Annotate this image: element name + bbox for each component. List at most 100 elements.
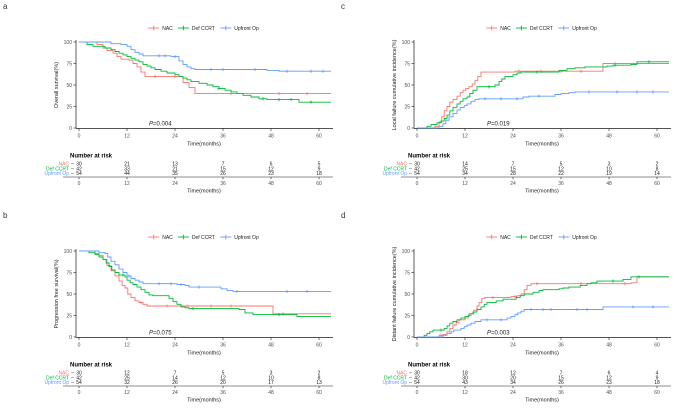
- risk-count: 18: [462, 371, 468, 377]
- risk-count: 6: [270, 162, 273, 168]
- curve-def-ccrt: [79, 41, 331, 103]
- y-tick-label: 100: [64, 40, 73, 46]
- risk-x-axis-title: Time(months): [187, 398, 221, 404]
- risk-count: 21: [172, 166, 178, 172]
- risk-count: 14: [172, 375, 178, 381]
- risk-count: 43: [462, 380, 468, 386]
- x-tick-label: 60: [654, 343, 660, 349]
- risk-x-tick-label: 24: [510, 181, 516, 187]
- risk-count: 15: [510, 166, 516, 172]
- curve-upfront-op: [79, 250, 331, 292]
- p-value: P=0.004: [149, 122, 172, 128]
- risk-count: 23: [606, 380, 612, 386]
- y-tick-label: 0: [69, 126, 72, 132]
- risk-x-tick-label: 60: [654, 181, 660, 187]
- y-tick-label: 100: [402, 40, 411, 46]
- curve-def-ccrt: [417, 276, 669, 338]
- risk-count: 8: [318, 375, 321, 381]
- x-tick-label: 0: [416, 343, 419, 349]
- risk-count: 13: [316, 380, 322, 386]
- y-tick-label: 100: [64, 249, 73, 255]
- x-tick-label: 24: [510, 134, 516, 140]
- risk-count: 2: [656, 162, 659, 168]
- risk-row-label-upfront-op: Upfront Op: [383, 171, 408, 177]
- risk-row-label-nac: NAC: [58, 371, 69, 377]
- risk-row-label-def-ccrt: Def CCRT: [384, 166, 407, 172]
- y-tick-label: 25: [404, 104, 410, 110]
- legend-label-def-ccrt: Def CCRT: [192, 235, 215, 241]
- risk-x-tick-label: 12: [462, 181, 468, 187]
- risk-count: 33: [124, 166, 130, 172]
- risk-x-axis-title: Time(months): [187, 189, 221, 195]
- curve-def-ccrt: [417, 61, 669, 129]
- risk-row-label-nac: NAC: [396, 371, 407, 377]
- risk-count: 23: [268, 171, 274, 177]
- x-tick-label: 12: [462, 343, 468, 349]
- risk-count: 3: [608, 162, 611, 168]
- risk-count: 42: [414, 375, 420, 381]
- risk-count: 12: [606, 375, 612, 381]
- risk-count: 13: [172, 162, 178, 168]
- risk-count: 5: [222, 371, 225, 377]
- x-tick-label: 0: [416, 134, 419, 140]
- y-tick-label: 0: [69, 335, 72, 341]
- risk-x-tick-label: 48: [606, 390, 612, 396]
- risk-count: 8: [656, 166, 659, 172]
- risk-count: 9: [318, 166, 321, 172]
- risk-count: 34: [462, 171, 468, 177]
- risk-x-tick-label: 48: [606, 181, 612, 187]
- x-tick-label: 12: [124, 134, 130, 140]
- risk-count: 35: [172, 171, 178, 177]
- risk-x-tick-label: 24: [172, 181, 178, 187]
- x-tick-label: 12: [462, 134, 468, 140]
- risk-count: 9: [656, 375, 659, 381]
- y-tick-label: 25: [66, 313, 72, 319]
- legend-label-def-ccrt: Def CCRT: [530, 26, 553, 32]
- x-tick-label: 60: [654, 134, 660, 140]
- risk-x-tick-label: 36: [558, 390, 564, 396]
- y-tick-label: 75: [404, 270, 410, 276]
- risk-count: 30: [414, 371, 420, 377]
- legend-label-upfront-op: Upfront Op: [234, 235, 259, 241]
- panel-letter-d: d: [341, 211, 345, 220]
- x-tick-label: 36: [558, 134, 564, 140]
- curve-nac: [417, 276, 669, 338]
- x-tick-label: 48: [268, 134, 274, 140]
- x-tick-label: 24: [172, 343, 178, 349]
- x-axis-title: Time(months): [525, 142, 559, 148]
- risk-count: 42: [76, 166, 82, 172]
- risk-row-label-nac: NAC: [58, 162, 69, 168]
- risk-count: 26: [172, 380, 178, 386]
- risk-x-tick-label: 60: [316, 181, 322, 187]
- risk-count: 7: [512, 162, 515, 168]
- risk-count: 15: [558, 375, 564, 381]
- x-axis-title: Time(months): [187, 351, 221, 357]
- x-axis-title: Time(months): [525, 351, 559, 357]
- risk-count: 32: [124, 380, 130, 386]
- p-value: P=0.019: [487, 122, 510, 128]
- risk-count: 15: [220, 166, 226, 172]
- risk-count: 42: [76, 375, 82, 381]
- risk-count: 30: [462, 375, 468, 381]
- legend-label-def-ccrt: Def CCRT: [192, 26, 215, 32]
- risk-count: 12: [220, 375, 226, 381]
- risk-count: 12: [268, 166, 274, 172]
- x-tick-label: 48: [606, 343, 612, 349]
- risk-table-title: Number at risk: [70, 154, 113, 160]
- risk-x-tick-label: 0: [78, 181, 81, 187]
- risk-count: 28: [510, 171, 516, 177]
- risk-count: 3: [270, 371, 273, 377]
- risk-count: 34: [510, 380, 516, 386]
- p-value: P=0.075: [149, 331, 172, 337]
- risk-count: 7: [174, 371, 177, 377]
- risk-count: 6: [608, 371, 611, 377]
- risk-x-tick-label: 0: [416, 390, 419, 396]
- curve-nac: [79, 250, 331, 315]
- risk-count: 18: [316, 171, 322, 177]
- legend-label-def-ccrt: Def CCRT: [530, 235, 553, 241]
- y-tick-label: 50: [404, 83, 410, 89]
